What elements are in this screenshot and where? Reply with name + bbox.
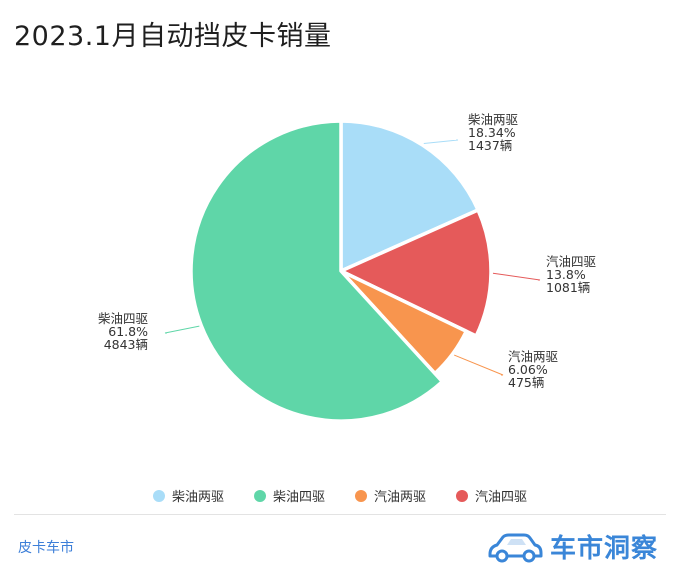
legend-item-diesel-2wd[interactable]: 柴油两驱 — [152, 486, 224, 505]
slice-name: 汽油两驱 — [508, 349, 558, 364]
leader-line — [454, 354, 504, 376]
slice-gasoline-4wd[interactable] — [339, 208, 493, 338]
slice-name: 柴油两驱 — [468, 112, 518, 127]
legend-item-gasoline-2wd[interactable]: 汽油两驱 — [355, 486, 426, 505]
footer-divider — [14, 514, 666, 515]
slice-count: 1437辆 — [468, 138, 512, 153]
source-label: 皮卡车市 — [18, 540, 74, 556]
legend-label: 柴油四驱 — [272, 490, 325, 505]
slice-name: 柴油四驱 — [98, 311, 148, 326]
slice-name: 汽油四驱 — [546, 254, 596, 269]
leader-line — [492, 272, 541, 281]
slice-diesel-4wd[interactable] — [189, 119, 445, 423]
legend-swatch — [456, 489, 469, 502]
leader-line — [164, 325, 200, 334]
legend-label: 汽油两驱 — [374, 490, 427, 505]
leader-line — [423, 139, 459, 145]
slice-percent: 13.8% — [546, 267, 586, 282]
leader-lines — [164, 139, 541, 376]
chart-title: 2023.1月自动挡皮卡销量 — [14, 21, 332, 52]
label-diesel-4wd: 柴油四驱 61.8% 4843辆 — [98, 311, 148, 352]
legend-item-gasoline-4wd[interactable]: 汽油四驱 — [456, 486, 527, 505]
legend-swatch — [253, 489, 266, 502]
legend-label: 汽油四驱 — [475, 490, 528, 505]
car-icon — [488, 533, 543, 562]
legend-swatch — [355, 489, 367, 502]
slice-percent: 61.8% — [108, 324, 148, 339]
slice-diesel-2wd[interactable] — [339, 119, 480, 273]
slice-percent: 18.34% — [468, 125, 516, 140]
legend-item-diesel-4wd[interactable]: 柴油四驱 — [253, 486, 325, 505]
watermark: 车市洞察 — [486, 528, 658, 565]
label-diesel-2wd: 柴油两驱 18.34% 1437辆 — [468, 112, 518, 153]
legend-label: 柴油两驱 — [171, 490, 224, 505]
watermark-text: 车市洞察 — [550, 534, 659, 564]
label-gasoline-4wd: 汽油四驱 13.8% 1081辆 — [546, 254, 596, 295]
slice-count: 1081辆 — [546, 280, 590, 295]
pie-slices — [189, 119, 493, 423]
slice-percent: 6.06% — [508, 362, 548, 377]
legend-swatch — [152, 489, 165, 502]
legend: 柴油两驱 柴油四驱 汽油两驱 汽油四驱 — [0, 486, 680, 505]
label-gasoline-2wd: 汽油两驱 6.06% 475辆 — [508, 349, 558, 390]
slice-count: 475辆 — [508, 375, 544, 390]
slice-count: 4843辆 — [104, 337, 148, 352]
